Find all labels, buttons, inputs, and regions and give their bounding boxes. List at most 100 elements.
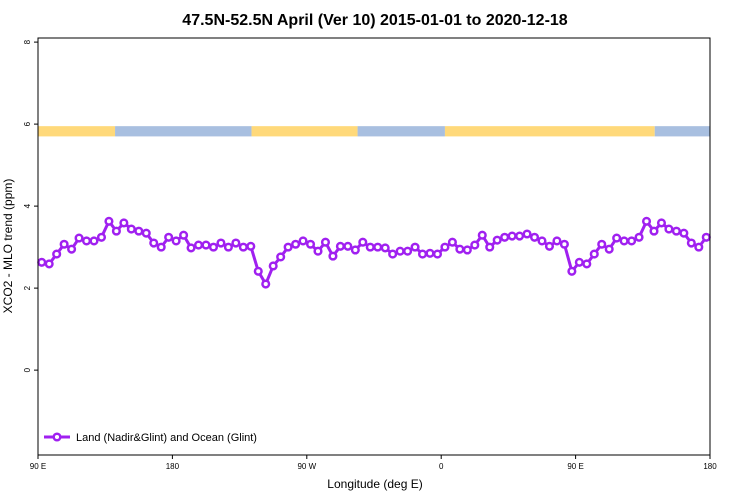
plot-frame	[37, 37, 711, 456]
x-tick-label: 0	[439, 462, 444, 471]
y-tick-label: 2	[23, 285, 32, 290]
point	[462, 245, 472, 255]
point	[216, 238, 226, 248]
x-tick-label: 90 E	[567, 462, 583, 471]
point	[664, 224, 674, 234]
point	[164, 232, 174, 242]
surface-strip	[444, 126, 655, 137]
point	[455, 244, 465, 254]
point	[507, 231, 517, 241]
point	[44, 259, 54, 269]
point	[403, 246, 413, 256]
point	[432, 249, 443, 259]
surface-strip	[115, 126, 252, 137]
surface-strip	[38, 126, 116, 137]
point	[283, 242, 293, 252]
point	[634, 232, 644, 242]
point	[253, 266, 263, 276]
point	[417, 249, 428, 259]
point	[544, 241, 555, 251]
point	[298, 236, 308, 246]
point	[37, 257, 47, 267]
point	[186, 243, 196, 253]
legend-marker	[52, 432, 62, 442]
point	[328, 251, 338, 261]
point	[74, 233, 84, 243]
chart-title: 47.5N-52.5N April (Ver 10) 2015-01-01 to…	[182, 12, 568, 29]
point	[627, 236, 637, 246]
point	[208, 242, 219, 252]
point	[261, 279, 271, 289]
point	[81, 236, 92, 246]
point	[291, 239, 301, 249]
point	[679, 228, 689, 238]
point	[246, 241, 256, 251]
point	[223, 242, 233, 252]
point	[350, 245, 360, 255]
point	[313, 246, 323, 256]
legend-label: Land (Nadir&Glint) and Ocean (Glint)	[76, 432, 257, 444]
point	[500, 232, 510, 242]
point	[52, 249, 62, 259]
point	[597, 239, 607, 249]
point	[574, 257, 584, 267]
point	[529, 232, 540, 242]
point	[485, 242, 495, 252]
point	[410, 242, 420, 252]
point	[89, 236, 99, 246]
point	[537, 236, 547, 246]
point	[201, 240, 211, 250]
point	[335, 241, 345, 251]
x-axis-label: Longitude (deg E)	[327, 477, 422, 491]
point	[380, 243, 390, 253]
point	[67, 244, 77, 254]
point	[96, 232, 107, 242]
point	[268, 261, 278, 271]
point	[425, 248, 435, 258]
point	[373, 242, 383, 252]
point	[567, 266, 577, 276]
point	[111, 226, 121, 236]
y-tick-label: 0	[23, 367, 32, 372]
x-tick-label: 180	[166, 462, 180, 471]
point	[492, 235, 502, 245]
point	[126, 224, 136, 234]
point	[119, 218, 129, 228]
point	[604, 244, 614, 254]
surface-strip	[251, 126, 358, 137]
point	[141, 228, 151, 238]
point	[470, 240, 480, 250]
x-tick-label: 90 W	[297, 462, 316, 471]
point	[552, 236, 562, 246]
point	[365, 242, 375, 252]
point	[559, 239, 569, 249]
surface-strip	[654, 126, 710, 137]
point	[447, 237, 457, 247]
point	[522, 229, 532, 239]
point	[193, 240, 204, 250]
point	[59, 239, 69, 249]
x-tick-label: 180	[703, 462, 717, 471]
point	[358, 237, 368, 247]
point	[589, 249, 599, 259]
point	[612, 233, 622, 243]
y-tick-label: 4	[23, 203, 32, 208]
point	[134, 226, 144, 236]
point	[694, 242, 704, 252]
point	[477, 230, 487, 240]
point	[179, 230, 189, 240]
point	[156, 242, 166, 252]
point	[395, 246, 405, 256]
point	[649, 226, 659, 236]
point	[149, 238, 159, 248]
surface-strip	[357, 126, 445, 137]
point	[686, 238, 696, 248]
point	[305, 239, 316, 249]
point	[320, 237, 331, 247]
point	[238, 242, 248, 252]
point	[388, 249, 398, 259]
y-axis-label: XCO2 - MLO trend (ppm)	[1, 179, 15, 314]
point	[343, 241, 353, 251]
point	[641, 216, 652, 226]
